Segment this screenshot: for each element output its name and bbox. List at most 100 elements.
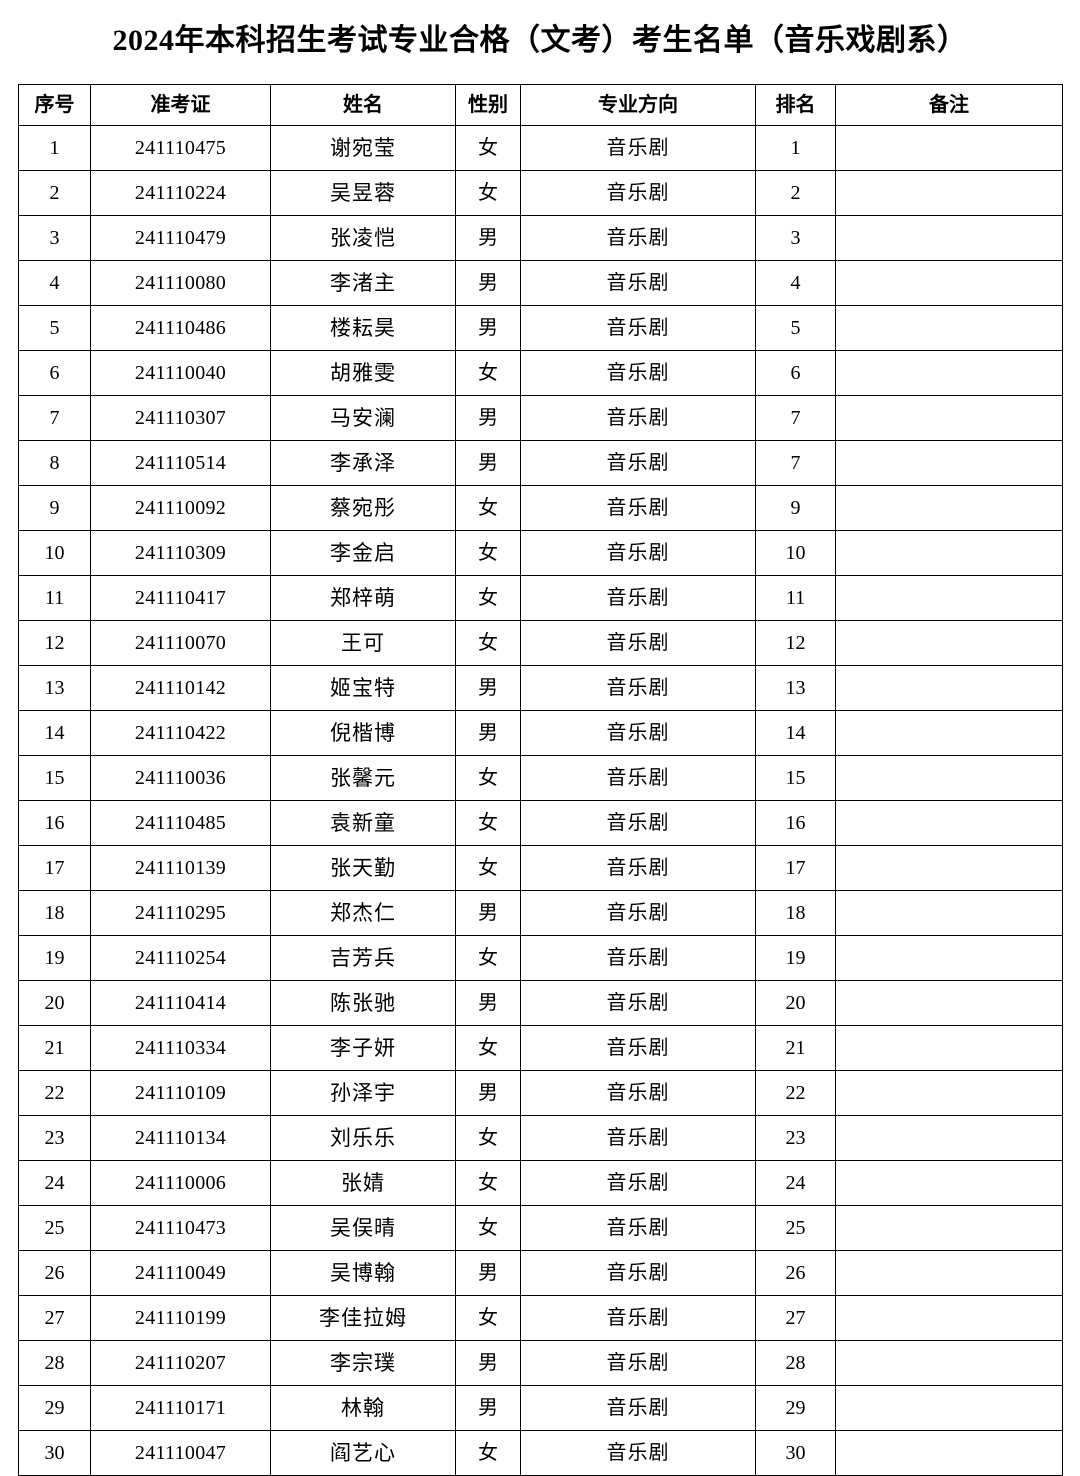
cell-note [835, 890, 1063, 936]
cell-gender: 男 [455, 1250, 521, 1296]
candidate-roster-table: 序号 准考证 姓名 性别 专业方向 排名 备注 1 241110475 谢宛莹女音乐… [18, 84, 1063, 1476]
cell-seq: 18 [18, 890, 91, 936]
cell-gender: 女 [455, 575, 521, 621]
table-header: 序号 准考证 姓名 性别 专业方向 排名 备注 [18, 84, 1063, 126]
cell-ticket: 241110006 [90, 1160, 271, 1206]
cell-ticket: 241110473 [90, 1205, 271, 1251]
cell-gender: 男 [455, 710, 521, 756]
cell-name: 郑杰仁 [270, 890, 456, 936]
cell-name: 吉芳兵 [270, 935, 456, 981]
cell-rank: 28 [755, 1340, 836, 1386]
cell-major: 音乐剧 [520, 215, 756, 261]
cell-seq: 17 [18, 845, 91, 891]
cell-seq: 28 [18, 1340, 91, 1386]
cell-name: 袁新童 [270, 800, 456, 846]
cell-seq: 15 [18, 755, 91, 801]
cell-rank: 19 [755, 935, 836, 981]
cell-note [835, 260, 1063, 306]
cell-gender: 男 [455, 980, 521, 1026]
cell-note [835, 1070, 1063, 1116]
cell-gender: 男 [455, 665, 521, 711]
cell-rank: 15 [755, 755, 836, 801]
table-row: 5 241110486 楼耘昊男音乐剧 5 [18, 305, 1063, 351]
cell-rank: 4 [755, 260, 836, 306]
cell-note [835, 1025, 1063, 1071]
table-row: 23 241110134 刘乐乐女音乐剧 23 [18, 1115, 1063, 1161]
cell-name: 张婧 [270, 1160, 456, 1206]
cell-ticket: 241110485 [90, 800, 271, 846]
cell-rank: 14 [755, 710, 836, 756]
cell-rank: 7 [755, 440, 836, 486]
cell-seq: 4 [18, 260, 91, 306]
cell-major: 音乐剧 [520, 305, 756, 351]
cell-major: 音乐剧 [520, 1070, 756, 1116]
cell-rank: 21 [755, 1025, 836, 1071]
cell-seq: 21 [18, 1025, 91, 1071]
table-row: 24 241110006 张婧女音乐剧 24 [18, 1160, 1063, 1206]
cell-major: 音乐剧 [520, 1205, 756, 1251]
table-row: 18 241110295 郑杰仁男音乐剧 18 [18, 890, 1063, 936]
cell-gender: 男 [455, 305, 521, 351]
cell-gender: 女 [455, 755, 521, 801]
cell-seq: 8 [18, 440, 91, 486]
cell-major: 音乐剧 [520, 1295, 756, 1341]
cell-major: 音乐剧 [520, 1385, 756, 1431]
cell-name: 李金启 [270, 530, 456, 576]
column-header-note: 备注 [835, 84, 1063, 126]
cell-note [835, 485, 1063, 531]
cell-seq: 7 [18, 395, 91, 441]
cell-name: 倪楷博 [270, 710, 456, 756]
cell-ticket: 241110080 [90, 260, 271, 306]
cell-seq: 5 [18, 305, 91, 351]
cell-gender: 女 [455, 125, 521, 171]
cell-rank: 13 [755, 665, 836, 711]
cell-name: 李佳拉姆 [270, 1295, 456, 1341]
cell-rank: 16 [755, 800, 836, 846]
cell-gender: 女 [455, 1205, 521, 1251]
cell-gender: 男 [455, 1070, 521, 1116]
table-row: 14 241110422 倪楷博男音乐剧 14 [18, 710, 1063, 756]
table-row: 29 241110171 林翰男音乐剧 29 [18, 1385, 1063, 1431]
cell-rank: 30 [755, 1430, 836, 1476]
roster-table-container: 序号 准考证 姓名 性别 专业方向 排名 备注 1 241110475 谢宛莹女音乐… [18, 84, 1063, 1476]
cell-seq: 13 [18, 665, 91, 711]
cell-seq: 19 [18, 935, 91, 981]
cell-major: 音乐剧 [520, 530, 756, 576]
cell-rank: 17 [755, 845, 836, 891]
table-row: 7 241110307 马安澜男音乐剧 7 [18, 395, 1063, 441]
cell-gender: 男 [455, 1340, 521, 1386]
cell-note [835, 845, 1063, 891]
cell-name: 刘乐乐 [270, 1115, 456, 1161]
cell-major: 音乐剧 [520, 395, 756, 441]
cell-note [835, 935, 1063, 981]
cell-rank: 7 [755, 395, 836, 441]
cell-ticket: 241110070 [90, 620, 271, 666]
cell-gender: 男 [455, 890, 521, 936]
cell-note [835, 350, 1063, 396]
cell-name: 姬宝特 [270, 665, 456, 711]
cell-major: 音乐剧 [520, 980, 756, 1026]
table-row: 4 241110080 李渚主男音乐剧 4 [18, 260, 1063, 306]
cell-ticket: 241110334 [90, 1025, 271, 1071]
cell-rank: 2 [755, 170, 836, 216]
cell-ticket: 241110047 [90, 1430, 271, 1476]
cell-major: 音乐剧 [520, 935, 756, 981]
cell-note [835, 1160, 1063, 1206]
table-row: 8 241110514 李承泽男音乐剧 7 [18, 440, 1063, 486]
cell-gender: 女 [455, 350, 521, 396]
cell-note [835, 620, 1063, 666]
cell-rank: 20 [755, 980, 836, 1026]
cell-ticket: 241110207 [90, 1340, 271, 1386]
cell-seq: 2 [18, 170, 91, 216]
cell-gender: 男 [455, 260, 521, 306]
cell-rank: 11 [755, 575, 836, 621]
cell-rank: 24 [755, 1160, 836, 1206]
cell-note [835, 530, 1063, 576]
cell-name: 李宗璞 [270, 1340, 456, 1386]
cell-gender: 女 [455, 620, 521, 666]
cell-gender: 男 [455, 395, 521, 441]
table-row: 21 241110334 李子妍女音乐剧 21 [18, 1025, 1063, 1071]
cell-seq: 16 [18, 800, 91, 846]
cell-note [835, 575, 1063, 621]
